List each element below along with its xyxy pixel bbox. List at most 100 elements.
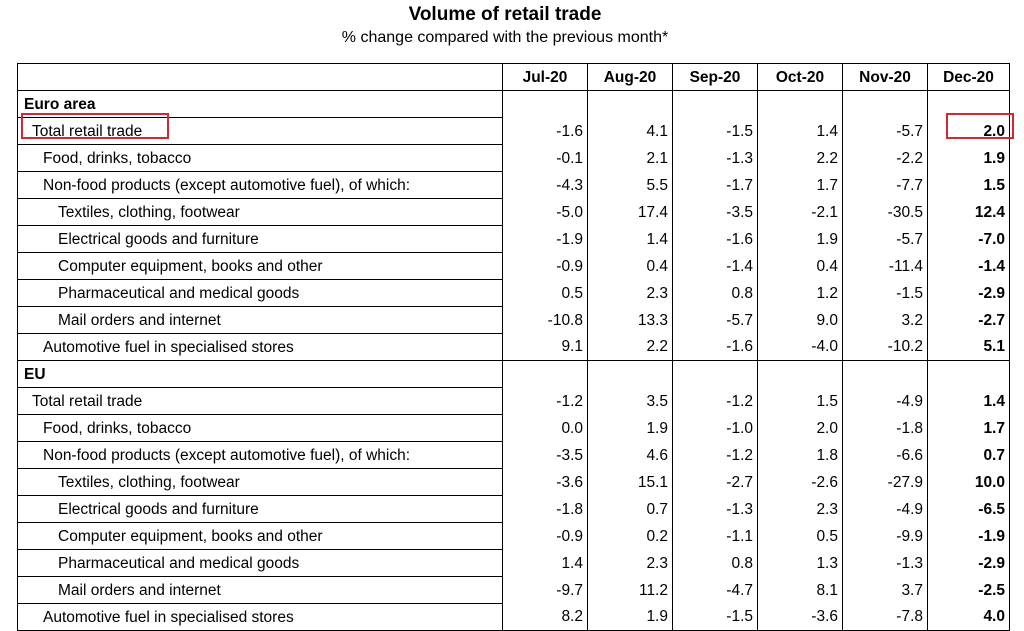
value-cell: -3.5 bbox=[502, 441, 588, 469]
value-cell: 17.4 bbox=[587, 198, 673, 226]
value-cell: 0.4 bbox=[757, 252, 843, 280]
value-cell: -1.9 bbox=[927, 522, 1010, 550]
empty-cell bbox=[842, 360, 928, 388]
row-label: Textiles, clothing, footwear bbox=[17, 198, 503, 226]
value-cell: 1.9 bbox=[927, 144, 1010, 172]
value-cell: 2.2 bbox=[587, 333, 673, 361]
row-label: Automotive fuel in specialised stores bbox=[17, 333, 503, 361]
value-cell: 0.7 bbox=[927, 441, 1010, 469]
value-cell: 0.4 bbox=[587, 252, 673, 280]
value-cell: -5.7 bbox=[842, 225, 928, 253]
value-cell: -4.7 bbox=[672, 576, 758, 604]
row-label: Total retail trade bbox=[17, 387, 503, 415]
value-cell: -1.4 bbox=[672, 252, 758, 280]
value-cell: -1.4 bbox=[927, 252, 1010, 280]
value-cell: -4.3 bbox=[502, 171, 588, 199]
value-cell: -1.2 bbox=[502, 387, 588, 415]
table-row: Textiles, clothing, footwear -3.6 15.1 -2.7… bbox=[17, 468, 1010, 496]
value-cell: -2.9 bbox=[927, 549, 1010, 577]
value-cell: 1.8 bbox=[757, 441, 843, 469]
value-cell: -1.6 bbox=[672, 225, 758, 253]
value-cell: 9.0 bbox=[757, 306, 843, 334]
table-row: Electrical goods and furniture -1.8 0.7 -1.… bbox=[17, 495, 1010, 523]
value-cell: 8.1 bbox=[757, 576, 843, 604]
empty-cell bbox=[757, 90, 843, 118]
empty-cell bbox=[587, 360, 673, 388]
table-row: Non-food products (except automotive fue… bbox=[17, 441, 1010, 469]
row-label: Computer equipment, books and other bbox=[17, 522, 503, 550]
value-cell: 0.8 bbox=[672, 279, 758, 307]
highlight-total-retail-trade-label bbox=[21, 113, 169, 139]
group-name: EU bbox=[17, 360, 503, 388]
value-cell: -7.0 bbox=[927, 225, 1010, 253]
value-cell: 1.9 bbox=[587, 414, 673, 442]
value-cell: -2.5 bbox=[927, 576, 1010, 604]
value-cell: -5.0 bbox=[502, 198, 588, 226]
row-label: Total retail trade bbox=[17, 117, 503, 145]
table-row: Food, drinks, tobacco 0.0 1.9 -1.0 2.0 -1.8 1.… bbox=[17, 414, 1010, 442]
row-label: Food, drinks, tobacco bbox=[17, 414, 503, 442]
empty-cell bbox=[842, 90, 928, 118]
value-cell: -3.6 bbox=[757, 603, 843, 631]
value-cell: 0.5 bbox=[502, 279, 588, 307]
row-label: Mail orders and internet bbox=[17, 576, 503, 604]
table-row: Total retail trade -1.2 3.5 -1.2 1.5 -4.9 1.4 bbox=[17, 387, 1010, 415]
value-cell: 4.0 bbox=[927, 603, 1010, 631]
value-cell: -3.5 bbox=[672, 198, 758, 226]
value-cell: 4.6 bbox=[587, 441, 673, 469]
value-cell: -5.7 bbox=[672, 306, 758, 334]
value-cell: -2.7 bbox=[672, 468, 758, 496]
empty-cell bbox=[757, 360, 843, 388]
header-blank bbox=[17, 63, 503, 91]
value-cell: 2.0 bbox=[757, 414, 843, 442]
value-cell: -5.7 bbox=[842, 117, 928, 145]
row-label: Food, drinks, tobacco bbox=[17, 144, 503, 172]
value-cell: -1.1 bbox=[672, 522, 758, 550]
value-cell: 2.3 bbox=[587, 279, 673, 307]
table-row: Non-food products (except automotive fue… bbox=[17, 171, 1010, 199]
value-cell: 1.4 bbox=[927, 387, 1010, 415]
value-cell: -10.2 bbox=[842, 333, 928, 361]
value-cell: -1.2 bbox=[672, 387, 758, 415]
value-cell: 0.0 bbox=[502, 414, 588, 442]
value-cell: 3.5 bbox=[587, 387, 673, 415]
table-row: Automotive fuel in specialised stores 8.2… bbox=[17, 603, 1010, 631]
value-cell: -30.5 bbox=[842, 198, 928, 226]
table-row: Mail orders and internet -9.7 11.2 -4.7 8.1 3… bbox=[17, 576, 1010, 604]
row-label: Mail orders and internet bbox=[17, 306, 503, 334]
value-cell: 1.9 bbox=[757, 225, 843, 253]
value-cell: -7.7 bbox=[842, 171, 928, 199]
value-cell: 1.4 bbox=[587, 225, 673, 253]
value-cell: 1.9 bbox=[587, 603, 673, 631]
value-cell: -1.7 bbox=[672, 171, 758, 199]
value-cell: -4.9 bbox=[842, 495, 928, 523]
header-row: Jul-20 Aug-20 Sep-20 Oct-20 Nov-20 Dec-2… bbox=[17, 63, 1010, 91]
value-cell: 1.4 bbox=[757, 117, 843, 145]
value-cell: 0.2 bbox=[587, 522, 673, 550]
row-label: Pharmaceutical and medical goods bbox=[17, 279, 503, 307]
value-cell: -0.9 bbox=[502, 522, 588, 550]
value-cell: 3.2 bbox=[842, 306, 928, 334]
value-cell: -9.7 bbox=[502, 576, 588, 604]
value-cell: 13.3 bbox=[587, 306, 673, 334]
value-cell: -3.6 bbox=[502, 468, 588, 496]
value-cell: -1.9 bbox=[502, 225, 588, 253]
value-cell: 2.0 bbox=[927, 117, 1010, 145]
value-cell: -2.9 bbox=[927, 279, 1010, 307]
table-row: Total retail trade -1.6 4.1 -1.5 1.4 -5.7 2.0 bbox=[17, 117, 1010, 145]
value-cell: -1.8 bbox=[502, 495, 588, 523]
empty-cell bbox=[672, 90, 758, 118]
page-title: Volume of retail trade bbox=[408, 4, 602, 25]
value-cell: -1.3 bbox=[672, 495, 758, 523]
column-header: Sep-20 bbox=[672, 63, 758, 91]
value-cell: -6.6 bbox=[842, 441, 928, 469]
page-subtitle: % change compared with the previous mont… bbox=[341, 29, 669, 46]
value-cell: 1.7 bbox=[927, 414, 1010, 442]
value-cell: 5.1 bbox=[927, 333, 1010, 361]
value-cell: 1.5 bbox=[927, 171, 1010, 199]
table-row: Food, drinks, tobacco -0.1 2.1 -1.3 2.2 -2.2 1… bbox=[17, 144, 1010, 172]
value-cell: -1.2 bbox=[672, 441, 758, 469]
row-label: Non-food products (except automotive fue… bbox=[17, 441, 503, 469]
empty-cell bbox=[927, 90, 1010, 118]
table-row: Automotive fuel in specialised stores 9.1… bbox=[17, 333, 1010, 361]
